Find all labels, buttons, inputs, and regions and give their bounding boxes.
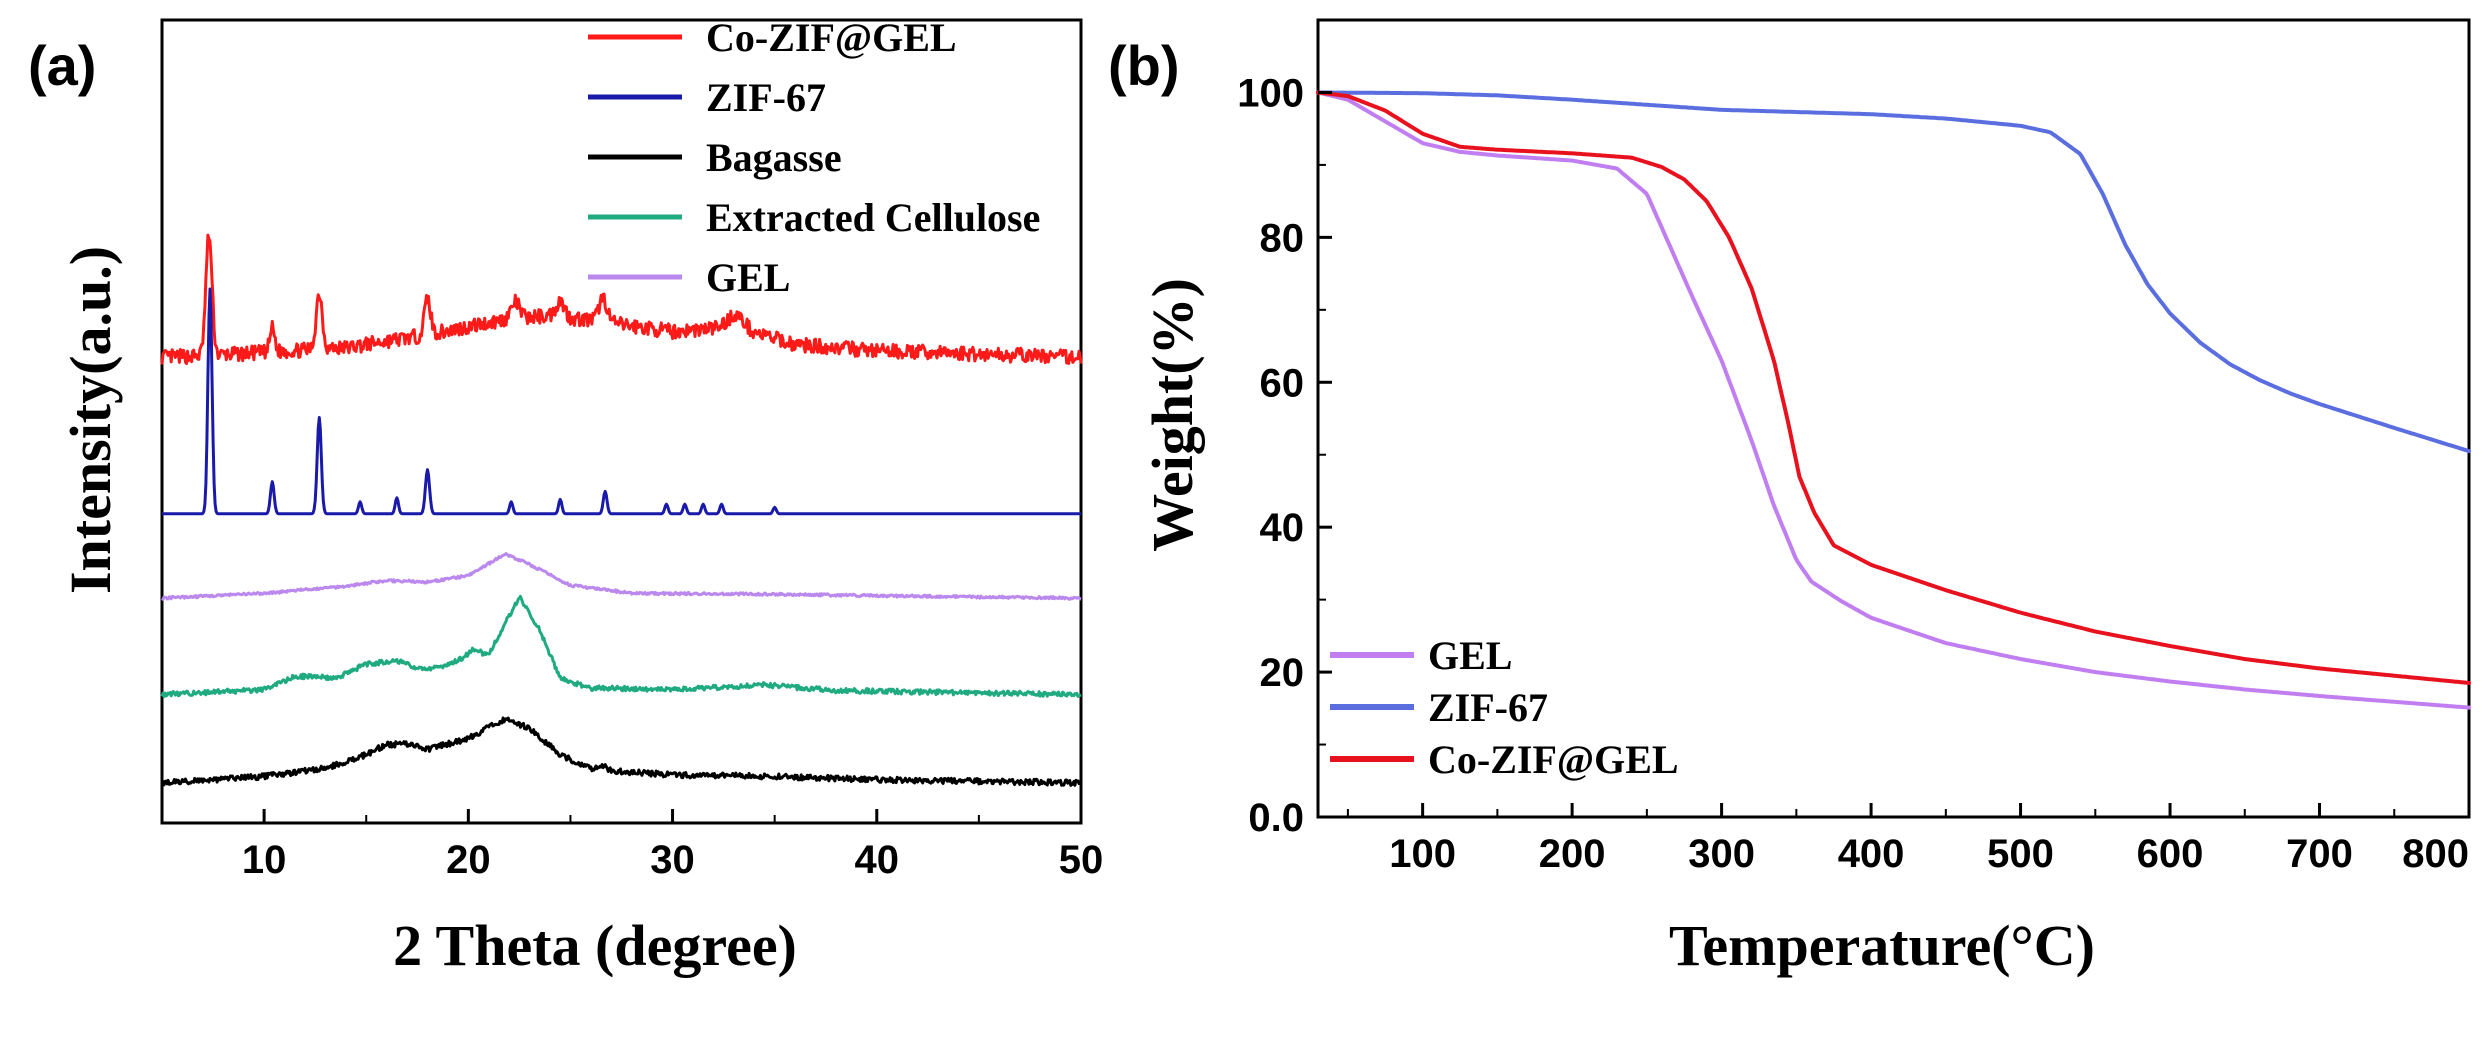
panel-a-x-axis-title: 2 Theta (degree) <box>393 913 797 978</box>
x-tick-label: 600 <box>2137 832 2204 876</box>
legend-label-zif-67: ZIF-67 <box>706 75 826 120</box>
legend-label-co-zif-gel: Co-ZIF@GEL <box>1428 737 1679 782</box>
panel-a-plot-frame <box>160 18 1083 825</box>
y-tick-label: 40 <box>1260 506 1305 550</box>
panel-b-x-ticks: 100 200 300 400 500 600 700 800 <box>1346 803 2471 876</box>
series-line-zif-67 <box>1316 90 2471 454</box>
x-tick-label: 300 <box>1688 832 1755 876</box>
panel-a-legend: Co-ZIF@GEL ZIF-67 Bagasse Extracted Cellulo… <box>588 15 1040 300</box>
x-tick-label: 10 <box>242 838 287 882</box>
x-tick-label: 40 <box>855 838 900 882</box>
series-line-co-zif-gel <box>1316 90 2471 685</box>
x-tick-label: 800 <box>2402 832 2469 876</box>
legend-label-extracted-cellulose: Extracted Cellulose <box>706 195 1040 240</box>
panel-a: (a) 10 20 30 40 50 2 Theta (degree) Intensit… <box>28 15 1103 978</box>
x-tick-label: 400 <box>1838 832 1905 876</box>
y-tick-label: 20 <box>1260 651 1305 695</box>
series-line-bagasse <box>160 716 1083 787</box>
x-tick-label: 700 <box>2286 832 2353 876</box>
panel-b-label: (b) <box>1108 34 1180 97</box>
x-tick-label: 50 <box>1059 838 1104 882</box>
y-tick-label: 0.0 <box>1248 796 1304 840</box>
series-line-gel <box>1316 90 2471 710</box>
panel-b-y-ticks: 0.0 20 40 60 80 100 <box>1237 19 1332 840</box>
y-tick-label: 80 <box>1260 216 1305 260</box>
y-tick-label: 100 <box>1237 71 1304 115</box>
legend-label-bagasse: Bagasse <box>706 135 842 180</box>
series-line-extracted-cellulose <box>160 594 1082 699</box>
panel-b-legend: GEL ZIF-67 Co-ZIF@GEL <box>1330 633 1679 782</box>
panel-a-label: (a) <box>28 34 96 97</box>
series-line-co-zif-gel <box>160 233 1083 365</box>
series-line-zif-67 <box>161 287 1082 516</box>
legend-label-zif-67: ZIF-67 <box>1428 685 1548 730</box>
panel-b: (b) 100 200 300 400 500 600 700 800 0.0 20 40 60 80… <box>1108 18 2471 978</box>
panel-b-x-axis-title: Temperature(°C) <box>1669 913 2095 978</box>
x-tick-label: 200 <box>1539 832 1606 876</box>
x-tick-label: 100 <box>1389 832 1456 876</box>
panel-b-series-group <box>1316 90 2471 710</box>
panel-b-y-axis-title: Weight(%) <box>1140 278 1205 552</box>
y-tick-label: 60 <box>1260 361 1305 405</box>
panel-b-plot-frame <box>1316 18 2471 819</box>
legend-label-co-zif-gel: Co-ZIF@GEL <box>706 15 957 60</box>
legend-label-gel: GEL <box>706 255 790 300</box>
panel-a-x-ticks: 10 20 30 40 50 <box>161 809 1104 882</box>
panel-a-y-axis-title: Intensity(a.u.) <box>58 246 123 594</box>
legend-label-gel: GEL <box>1428 633 1512 678</box>
panel-a-series-group <box>160 233 1083 787</box>
series-line-gel <box>161 552 1082 601</box>
x-tick-label: 30 <box>650 838 695 882</box>
x-tick-label: 20 <box>446 838 491 882</box>
x-tick-label: 500 <box>1987 832 2054 876</box>
